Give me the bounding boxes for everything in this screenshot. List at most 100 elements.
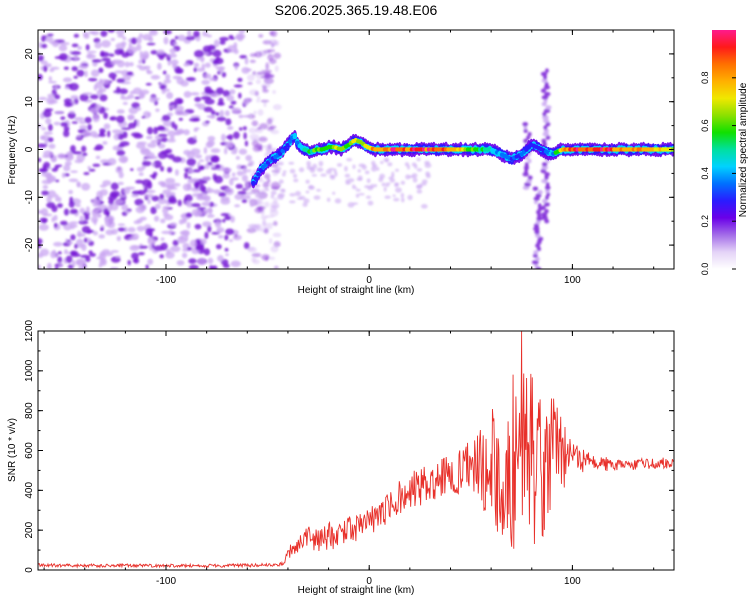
noise-blob bbox=[98, 87, 107, 93]
noise-blob bbox=[216, 227, 225, 233]
noise-blob bbox=[381, 182, 386, 187]
noise-blob bbox=[267, 178, 271, 184]
noise-blob bbox=[265, 62, 270, 70]
noise-blob bbox=[145, 193, 154, 198]
noise-blob bbox=[272, 89, 276, 95]
noise-blob bbox=[245, 154, 253, 162]
spike-blob bbox=[543, 108, 551, 113]
snr-y-axis-label: SNR (10 * v/v) bbox=[7, 418, 18, 482]
noise-blob bbox=[170, 245, 181, 253]
noise-blob bbox=[166, 192, 172, 197]
noise-blob bbox=[147, 198, 151, 205]
noise-blob bbox=[177, 236, 187, 244]
noise-blob bbox=[202, 45, 212, 53]
noise-blob bbox=[193, 30, 200, 38]
noise-blob bbox=[206, 140, 215, 147]
noise-blob bbox=[168, 105, 175, 109]
noise-blob bbox=[204, 231, 209, 240]
noise-blob bbox=[157, 181, 166, 186]
noise-blob bbox=[107, 130, 111, 138]
noise-blob bbox=[248, 127, 258, 134]
noise-blob bbox=[183, 129, 190, 136]
noise-blob bbox=[156, 62, 162, 70]
noise-blob bbox=[48, 143, 56, 149]
noise-blob bbox=[150, 139, 160, 144]
spike-blob bbox=[535, 243, 541, 248]
noise-blob bbox=[160, 237, 165, 241]
noise-blob bbox=[68, 82, 79, 91]
spike-blob bbox=[542, 111, 547, 117]
spike-blob bbox=[546, 192, 551, 197]
noise-blob bbox=[102, 141, 108, 145]
spike-blob bbox=[541, 162, 548, 167]
noise-blob bbox=[78, 120, 86, 124]
noise-blob bbox=[68, 110, 75, 114]
noise-blob bbox=[70, 170, 78, 174]
spike-blob bbox=[544, 175, 549, 180]
noise-blob bbox=[281, 172, 286, 177]
noise-blob bbox=[194, 96, 202, 102]
noise-blob bbox=[41, 155, 52, 158]
spike-blob bbox=[537, 203, 542, 208]
noise-blob bbox=[194, 127, 200, 130]
spectrogram-y-axis: -20 -10 0 10 20 bbox=[24, 29, 674, 270]
noise-blob bbox=[116, 60, 126, 68]
noise-blob bbox=[114, 199, 125, 205]
spike-blob bbox=[543, 98, 548, 103]
noise-blob bbox=[85, 44, 90, 51]
noise-blob bbox=[238, 114, 244, 119]
spectrogram-x-axis-label: Height of straight line (km) bbox=[298, 285, 415, 296]
noise-blob bbox=[128, 107, 139, 115]
noise-blob bbox=[270, 129, 280, 135]
noise-blob bbox=[203, 51, 209, 55]
noise-blob bbox=[163, 30, 172, 35]
noise-blob bbox=[117, 181, 124, 186]
noise-blob bbox=[139, 50, 143, 58]
noise-blob bbox=[221, 167, 232, 173]
noise-blob bbox=[145, 228, 153, 236]
noise-blob bbox=[193, 181, 200, 188]
noise-blob bbox=[98, 67, 104, 74]
noise-blob bbox=[265, 222, 275, 227]
noise-blob bbox=[53, 121, 61, 126]
ridge-core bbox=[258, 167, 263, 173]
spike-blob bbox=[533, 199, 538, 205]
noise-blob bbox=[89, 130, 98, 137]
spike-blob bbox=[543, 75, 547, 80]
noise-blob bbox=[247, 246, 258, 253]
noise-blob bbox=[41, 127, 47, 131]
noise-blob bbox=[389, 177, 396, 183]
noise-blob bbox=[269, 30, 274, 36]
noise-blob bbox=[115, 30, 125, 36]
noise-blob bbox=[249, 133, 260, 140]
noise-blob bbox=[366, 178, 371, 184]
noise-blob bbox=[215, 112, 220, 116]
spike-blob bbox=[544, 81, 549, 87]
noise-blob bbox=[190, 92, 200, 96]
noise-blob bbox=[134, 198, 144, 206]
noise-blob bbox=[185, 77, 196, 82]
noise-blob bbox=[89, 94, 99, 100]
noise-blob bbox=[146, 135, 153, 140]
noise-blob bbox=[309, 167, 316, 173]
noise-blob bbox=[115, 166, 123, 174]
noise-blob bbox=[190, 178, 200, 182]
noise-blob bbox=[274, 65, 279, 72]
noise-blob bbox=[225, 228, 235, 235]
colorbar: 0.0 0.2 0.4 0.6 0.8 Normalized spectral ampl… bbox=[700, 30, 749, 275]
noise-blob bbox=[86, 53, 93, 58]
noise-blob bbox=[47, 93, 55, 99]
noise-blob bbox=[168, 53, 177, 58]
noise-blob bbox=[101, 57, 111, 62]
noise-blob bbox=[387, 162, 393, 167]
spike-blob bbox=[535, 256, 540, 262]
noise-blob bbox=[163, 79, 172, 84]
noise-blob bbox=[143, 65, 151, 70]
noise-blob bbox=[47, 190, 57, 199]
noise-blob bbox=[58, 261, 63, 268]
noise-blob bbox=[154, 203, 161, 210]
noise-blob bbox=[355, 193, 360, 198]
noise-blob bbox=[50, 66, 60, 70]
noise-blob bbox=[196, 244, 205, 251]
noise-blob bbox=[160, 242, 168, 251]
